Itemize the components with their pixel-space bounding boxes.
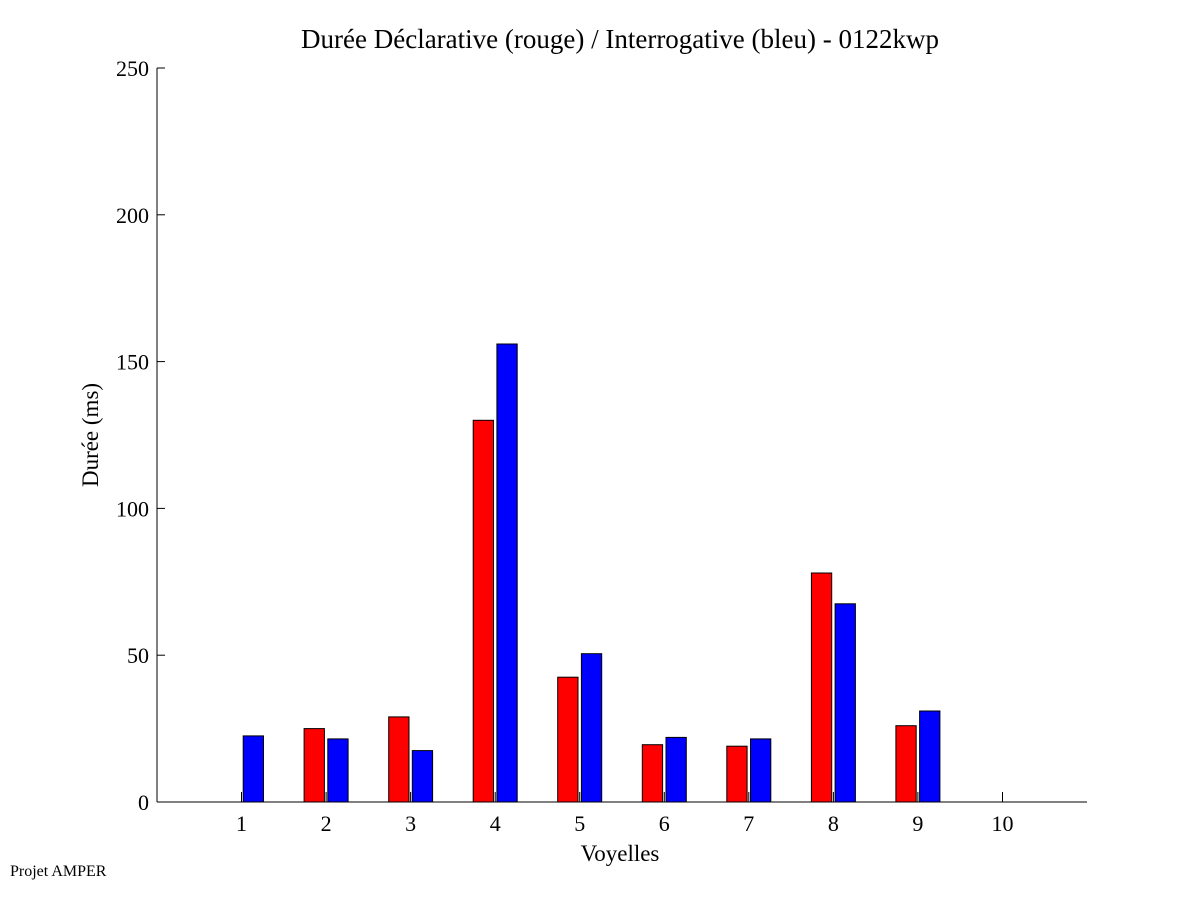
- y-tick-label: 50: [127, 643, 149, 668]
- x-tick-label: 10: [992, 811, 1014, 836]
- x-axis-label: Voyelles: [581, 841, 660, 866]
- bar-series-2-cat-7: [750, 738, 772, 803]
- bar-series-1-cat-2: [303, 728, 325, 803]
- x-tick-label: 9: [912, 811, 923, 836]
- bar-series-1-cat-9: [895, 725, 917, 803]
- y-tick-label: 0: [138, 790, 149, 815]
- y-tick-label: 200: [116, 203, 149, 228]
- chart-title: Durée Déclarative (rouge) / Interrogativ…: [301, 24, 939, 54]
- x-tick-label: 4: [490, 811, 501, 836]
- bar-series-2-cat-5: [580, 653, 603, 803]
- axes-layer: [156, 68, 1087, 803]
- x-tick-label: 2: [321, 811, 332, 836]
- x-tick-label: 5: [574, 811, 585, 836]
- footer-note: Projet AMPER: [10, 863, 107, 880]
- bar-series-1-cat-5: [557, 676, 579, 803]
- x-tick-label: 6: [659, 811, 670, 836]
- y-tick-label: 250: [116, 56, 149, 81]
- bar-series-1-cat-3: [388, 716, 410, 803]
- y-axis-label: Durée (ms): [78, 383, 103, 487]
- y-tick-label: 100: [116, 496, 149, 521]
- y-tick-label: 150: [116, 350, 149, 375]
- bar-series-2-cat-4: [496, 343, 518, 803]
- bar-series-2-cat-3: [411, 750, 434, 803]
- x-tick-label: 1: [236, 811, 247, 836]
- bar-series-2-cat-9: [919, 710, 941, 803]
- bar-series-1-cat-7: [726, 745, 748, 803]
- x-tick-label: 8: [828, 811, 839, 836]
- bar-series-2-cat-1: [242, 735, 264, 803]
- x-tick-label: 3: [405, 811, 416, 836]
- bars-layer: [242, 343, 941, 803]
- bar-series-1-cat-4: [472, 419, 495, 803]
- bar-series-2-cat-8: [834, 603, 856, 803]
- bar-series-2-cat-6: [665, 736, 687, 803]
- bar-series-2-cat-2: [327, 738, 349, 803]
- bar-series-1-cat-8: [810, 572, 833, 803]
- x-tick-label: 7: [743, 811, 754, 836]
- bar-series-1-cat-6: [641, 744, 664, 803]
